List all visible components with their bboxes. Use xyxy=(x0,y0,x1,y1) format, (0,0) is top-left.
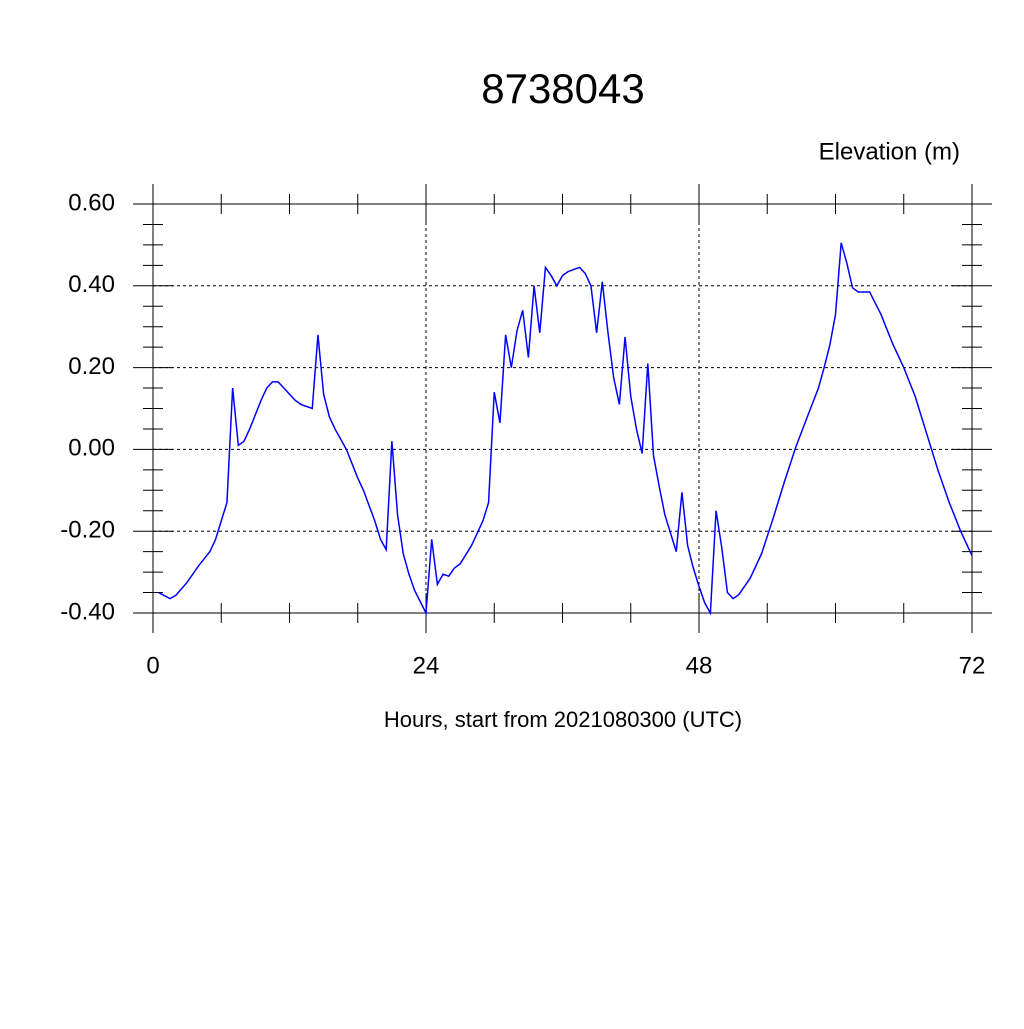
chart-title: 8738043 xyxy=(481,65,645,112)
chart-subtitle: Elevation (m) xyxy=(819,138,960,165)
data-line xyxy=(158,242,973,616)
x-tick-label: 24 xyxy=(413,652,440,679)
x-axis-label: Hours, start from 2021080300 (UTC) xyxy=(384,707,742,732)
y-tick-label: 0.60 xyxy=(68,189,115,216)
y-tick-label: 0.20 xyxy=(68,353,115,380)
y-tick-label: 0.00 xyxy=(68,435,115,462)
x-tick-label: 48 xyxy=(686,652,713,679)
x-tick-label: 0 xyxy=(146,652,159,679)
y-tick-label: 0.40 xyxy=(68,271,115,298)
x-tick-label: 72 xyxy=(959,652,986,679)
y-tick-label: -0.40 xyxy=(60,598,115,625)
y-tick-label: -0.20 xyxy=(60,517,115,544)
